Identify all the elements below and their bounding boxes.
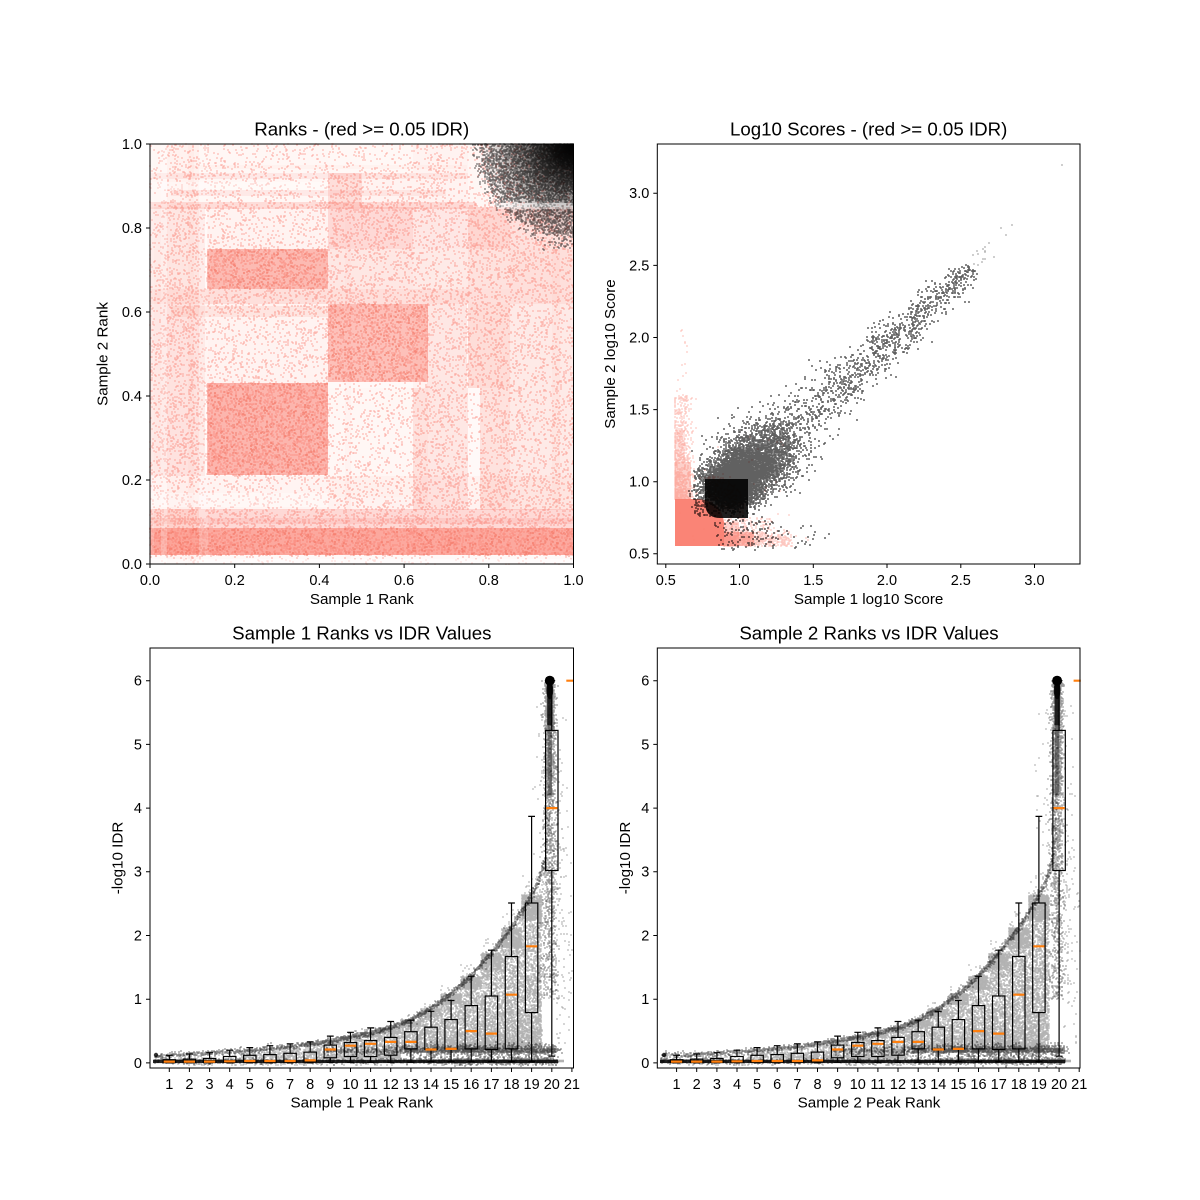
svg-text:Ranks - (red >= 0.05 IDR): Ranks - (red >= 0.05 IDR) [254, 119, 469, 140]
svg-text:1: 1 [673, 1077, 681, 1093]
svg-text:17: 17 [483, 1077, 499, 1093]
svg-text:0.6: 0.6 [122, 305, 142, 321]
svg-text:4: 4 [733, 1077, 741, 1093]
svg-text:5: 5 [134, 737, 142, 753]
svg-text:3: 3 [206, 1077, 214, 1093]
svg-text:7: 7 [286, 1077, 294, 1093]
svg-text:0.4: 0.4 [309, 573, 329, 589]
svg-text:16: 16 [970, 1077, 986, 1093]
svg-text:20: 20 [544, 1077, 560, 1093]
svg-text:3: 3 [134, 865, 142, 881]
svg-text:5: 5 [753, 1077, 761, 1093]
svg-text:14: 14 [930, 1077, 946, 1093]
svg-text:2.0: 2.0 [877, 573, 897, 589]
svg-text:14: 14 [423, 1077, 439, 1093]
svg-text:4: 4 [134, 801, 142, 817]
svg-text:12: 12 [383, 1077, 399, 1093]
svg-text:0.5: 0.5 [629, 547, 649, 563]
svg-text:Sample 2 Rank: Sample 2 Rank [95, 302, 112, 406]
svg-text:Sample 1 log10 Score: Sample 1 log10 Score [794, 591, 943, 608]
svg-text:2.5: 2.5 [629, 258, 649, 274]
svg-text:1.5: 1.5 [803, 573, 823, 589]
svg-text:6: 6 [641, 674, 649, 690]
svg-text:13: 13 [910, 1077, 926, 1093]
svg-text:0: 0 [641, 1056, 649, 1072]
svg-text:1.0: 1.0 [729, 573, 749, 589]
svg-text:2.0: 2.0 [629, 330, 649, 346]
svg-text:6: 6 [266, 1077, 274, 1093]
svg-text:2: 2 [693, 1077, 701, 1093]
svg-text:7: 7 [793, 1077, 801, 1093]
svg-text:4: 4 [226, 1077, 234, 1093]
svg-text:21: 21 [1071, 1077, 1087, 1093]
svg-text:17: 17 [991, 1077, 1007, 1093]
svg-text:3.0: 3.0 [1024, 573, 1044, 589]
svg-text:0.0: 0.0 [140, 573, 160, 589]
svg-text:0.4: 0.4 [122, 389, 142, 405]
svg-text:-log10 IDR: -log10 IDR [110, 822, 127, 895]
svg-text:20: 20 [1051, 1077, 1067, 1093]
svg-text:15: 15 [443, 1077, 459, 1093]
svg-text:2: 2 [641, 928, 649, 944]
svg-text:1: 1 [134, 992, 142, 1008]
svg-text:0.0: 0.0 [122, 557, 142, 573]
svg-text:Sample 1 Peak Rank: Sample 1 Peak Rank [290, 1095, 433, 1112]
svg-text:1: 1 [641, 992, 649, 1008]
svg-text:Sample 1 Ranks vs IDR Values: Sample 1 Ranks vs IDR Values [232, 623, 491, 644]
svg-text:18: 18 [503, 1077, 519, 1093]
svg-text:4: 4 [641, 801, 649, 817]
svg-text:16: 16 [463, 1077, 479, 1093]
svg-text:0.2: 0.2 [225, 573, 245, 589]
svg-text:3: 3 [641, 865, 649, 881]
svg-text:0.2: 0.2 [122, 473, 142, 489]
svg-text:Log10 Scores - (red >= 0.05 ID: Log10 Scores - (red >= 0.05 IDR) [730, 119, 1007, 140]
svg-text:1.5: 1.5 [629, 403, 649, 419]
svg-text:12: 12 [890, 1077, 906, 1093]
svg-text:18: 18 [1011, 1077, 1027, 1093]
svg-text:2: 2 [185, 1077, 193, 1093]
svg-text:0: 0 [134, 1056, 142, 1072]
svg-text:0.8: 0.8 [122, 221, 142, 237]
svg-text:-log10 IDR: -log10 IDR [617, 822, 634, 895]
svg-text:2.5: 2.5 [951, 573, 971, 589]
svg-text:19: 19 [524, 1077, 540, 1093]
svg-text:0.8: 0.8 [479, 573, 499, 589]
svg-text:Sample 2 Ranks vs IDR Values: Sample 2 Ranks vs IDR Values [739, 623, 998, 644]
svg-text:1.0: 1.0 [629, 475, 649, 491]
svg-text:0.6: 0.6 [394, 573, 414, 589]
svg-text:0.5: 0.5 [656, 573, 676, 589]
svg-text:11: 11 [870, 1077, 885, 1093]
svg-text:5: 5 [246, 1077, 254, 1093]
svg-text:6: 6 [134, 674, 142, 690]
svg-text:9: 9 [834, 1077, 842, 1093]
svg-text:13: 13 [403, 1077, 419, 1093]
svg-text:2: 2 [134, 928, 142, 944]
svg-text:21: 21 [564, 1077, 580, 1093]
svg-text:8: 8 [306, 1077, 314, 1093]
svg-text:1.0: 1.0 [122, 137, 142, 153]
svg-text:6: 6 [773, 1077, 781, 1093]
svg-text:15: 15 [950, 1077, 966, 1093]
svg-text:1.0: 1.0 [563, 573, 583, 589]
svg-text:Sample 1 Rank: Sample 1 Rank [310, 591, 414, 608]
svg-text:10: 10 [850, 1077, 866, 1093]
svg-text:11: 11 [363, 1077, 378, 1093]
svg-text:Sample 2 log10 Score: Sample 2 log10 Score [602, 279, 619, 428]
svg-text:Sample 2 Peak Rank: Sample 2 Peak Rank [798, 1095, 941, 1112]
svg-text:3: 3 [713, 1077, 721, 1093]
svg-text:1: 1 [165, 1077, 173, 1093]
svg-text:5: 5 [641, 737, 649, 753]
svg-text:10: 10 [342, 1077, 358, 1093]
svg-text:8: 8 [813, 1077, 821, 1093]
svg-text:9: 9 [326, 1077, 334, 1093]
svg-text:3.0: 3.0 [629, 186, 649, 202]
svg-text:19: 19 [1031, 1077, 1047, 1093]
